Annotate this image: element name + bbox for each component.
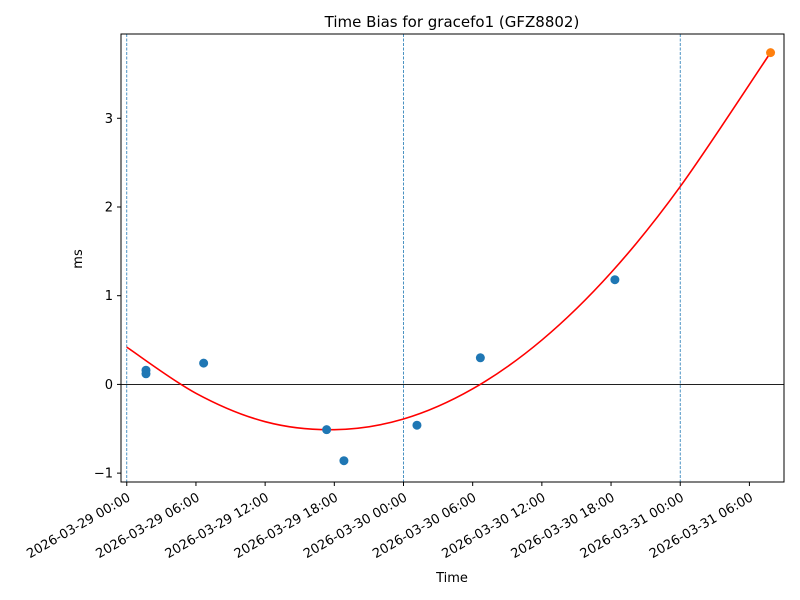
fit-curve-line bbox=[126, 52, 772, 431]
latest-data-point bbox=[766, 48, 776, 58]
data-point bbox=[475, 353, 485, 363]
y-axis-title: ms bbox=[71, 249, 86, 269]
plot-area bbox=[121, 34, 784, 482]
data-point bbox=[412, 420, 422, 430]
data-point bbox=[322, 425, 332, 435]
y-axis: −1 0 1 2 3 bbox=[94, 112, 121, 482]
y-tick-label: 3 bbox=[105, 112, 113, 127]
y-tick-label: 0 bbox=[105, 378, 113, 393]
data-point bbox=[610, 275, 620, 285]
y-tick-label: 1 bbox=[105, 289, 113, 304]
data-point bbox=[199, 358, 209, 368]
data-point bbox=[141, 369, 151, 379]
x-axis-title: Time bbox=[435, 571, 468, 586]
y-tick-label: 2 bbox=[105, 200, 113, 215]
data-point bbox=[339, 456, 349, 466]
chart-title: Time Bias for gracefo1 (GFZ8802) bbox=[324, 13, 580, 31]
y-tick-label: −1 bbox=[94, 467, 113, 482]
plot-frame bbox=[120, 33, 785, 483]
